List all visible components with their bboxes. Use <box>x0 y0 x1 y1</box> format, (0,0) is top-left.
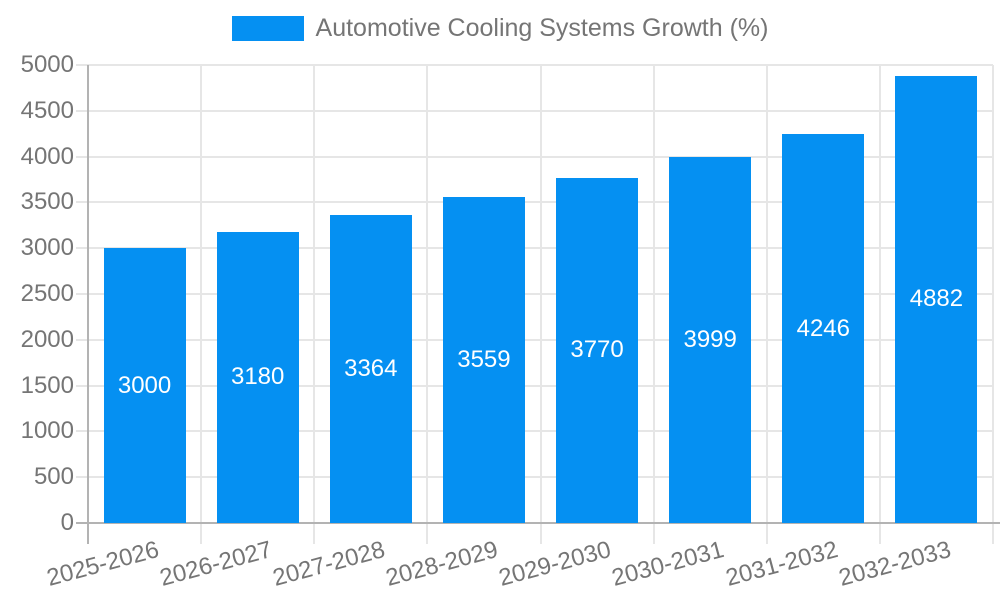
y-axis-tick <box>76 476 88 479</box>
x-axis-line <box>76 522 1000 524</box>
y-tick-label: 2000 <box>20 325 74 353</box>
y-tick-label: 3500 <box>20 188 74 216</box>
gridline-vertical <box>426 65 429 523</box>
gridline-vertical <box>313 65 316 523</box>
x-tick-label: 2032-2033 <box>835 536 954 592</box>
y-tick-label: 0 <box>60 509 74 536</box>
x-tick-label: 2030-2031 <box>609 536 728 592</box>
y-tick-label: 1000 <box>20 417 74 445</box>
bar[interactable]: 3000 <box>103 248 186 523</box>
y-tick-label: 4000 <box>20 142 74 170</box>
y-axis-tick <box>76 201 88 204</box>
x-tick-label: 2027-2028 <box>269 536 388 592</box>
x-axis-tick <box>765 523 768 544</box>
x-axis-tick <box>426 523 429 544</box>
bar-value-label: 3999 <box>683 325 737 353</box>
y-axis-tick <box>76 109 88 112</box>
bar[interactable]: 4246 <box>782 134 865 523</box>
y-axis-tick <box>76 430 88 433</box>
y-tick-label: 500 <box>33 463 74 491</box>
legend[interactable]: Automotive Cooling Systems Growth (%) <box>0 14 1000 43</box>
bar[interactable]: 3559 <box>442 196 525 523</box>
y-axis-tick <box>76 338 88 341</box>
bar[interactable]: 4882 <box>895 75 978 523</box>
bar[interactable]: 3180 <box>216 231 299 523</box>
legend-label: Automotive Cooling Systems Growth (%) <box>315 14 769 42</box>
y-axis-tick <box>76 64 88 66</box>
gridline-vertical <box>539 65 542 523</box>
bar[interactable]: 3770 <box>556 177 639 523</box>
gridline-vertical <box>992 65 994 523</box>
x-tick-label: 2026-2027 <box>156 536 275 592</box>
x-tick-label: 2029-2030 <box>496 536 615 592</box>
gridline-vertical <box>200 65 203 523</box>
y-axis-tick <box>76 155 88 158</box>
x-axis-tick <box>652 523 655 544</box>
y-axis-line <box>87 65 89 544</box>
gridline-vertical <box>878 65 881 523</box>
bar-value-label: 3559 <box>457 345 511 373</box>
bar[interactable]: 3364 <box>329 214 412 523</box>
y-tick-label: 3000 <box>20 234 74 262</box>
bar-value-label: 3180 <box>230 363 285 391</box>
x-axis-tick <box>992 523 994 544</box>
x-axis-tick <box>200 523 203 544</box>
bar-value-label: 4246 <box>796 314 850 342</box>
bar-value-label: 4882 <box>909 285 964 313</box>
y-tick-label: 5000 <box>20 51 74 78</box>
x-tick-label: 2028-2029 <box>383 536 501 592</box>
x-axis-tick <box>878 523 881 544</box>
legend-swatch-icon <box>231 16 304 41</box>
x-tick-label: 2031-2032 <box>722 536 841 592</box>
y-tick-label: 2500 <box>20 280 74 307</box>
gridline-vertical <box>652 65 655 523</box>
gridline-vertical <box>765 65 768 523</box>
x-tick-label: 2025-2026 <box>43 536 162 592</box>
bar-value-label: 3364 <box>344 354 398 382</box>
y-tick-label: 4500 <box>20 96 74 124</box>
bar[interactable]: 3999 <box>669 156 752 523</box>
bar-value-label: 3770 <box>570 336 624 364</box>
y-axis-tick <box>76 247 88 250</box>
x-axis-tick <box>539 523 542 544</box>
y-tick-label: 1500 <box>20 371 74 399</box>
bar-value-label: 3000 <box>117 371 172 399</box>
y-axis-tick <box>76 293 88 295</box>
x-axis-tick <box>313 523 316 544</box>
y-axis-tick <box>76 384 88 387</box>
